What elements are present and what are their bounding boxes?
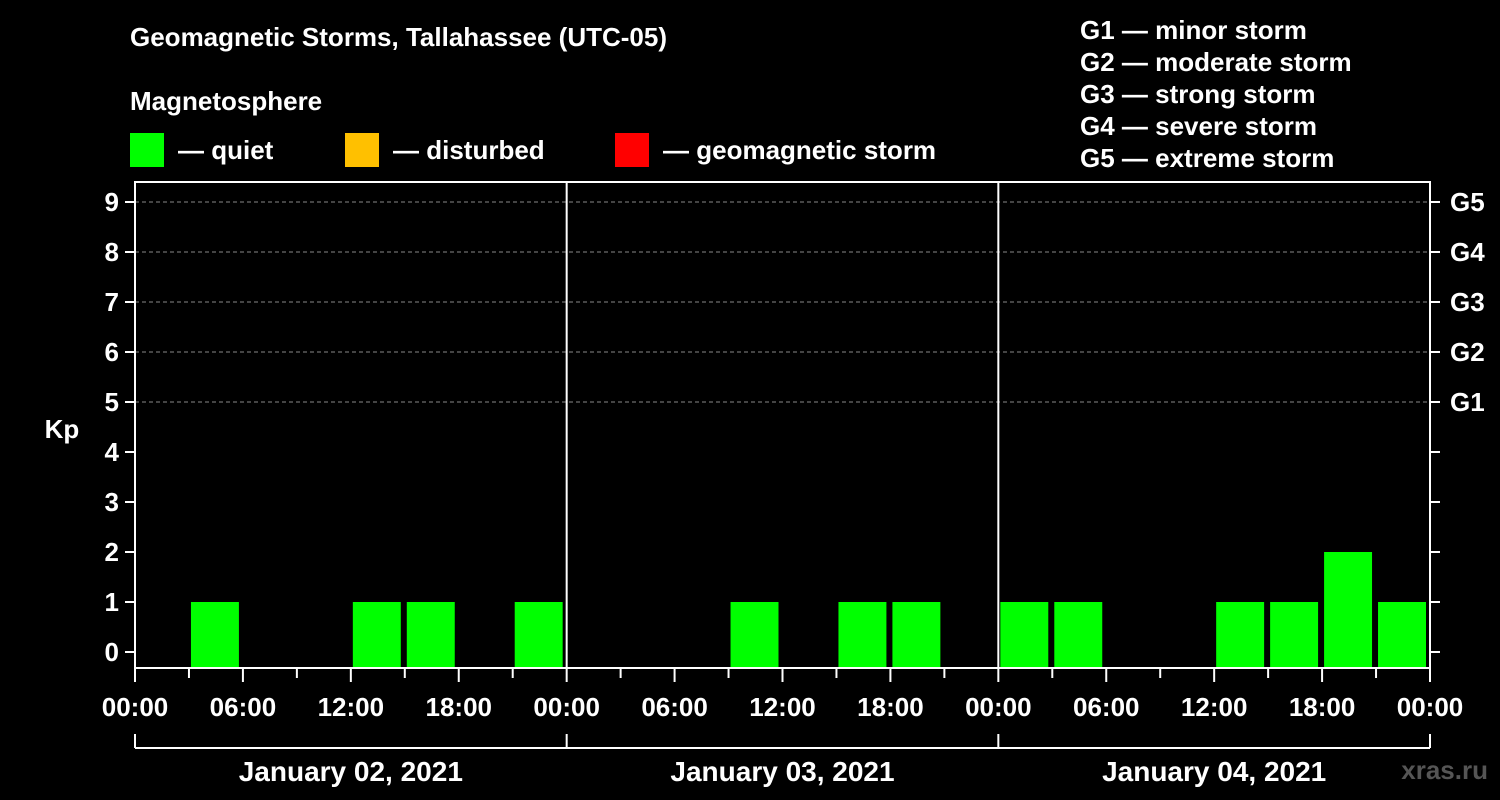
kp-bar <box>190 602 239 668</box>
legend-swatch-quiet <box>130 133 164 167</box>
g-axis-label: G1 <box>1450 387 1485 417</box>
x-tick-label: 00:00 <box>1397 692 1464 722</box>
legend-label-storm: — geomagnetic storm <box>663 134 937 165</box>
kp-bar <box>730 602 779 668</box>
y-tick-label: 5 <box>105 387 119 417</box>
x-tick-label: 18:00 <box>1289 692 1356 722</box>
legend-swatch-storm <box>615 133 649 167</box>
kp-bar <box>1000 602 1049 668</box>
kp-bar <box>1378 602 1426 668</box>
x-tick-label: 18:00 <box>426 692 493 722</box>
g-level-g2: G2 — moderate storm <box>1080 47 1352 77</box>
day-label: January 03, 2021 <box>670 756 894 787</box>
kp-bar <box>1216 602 1265 668</box>
g-axis-label: G5 <box>1450 187 1485 217</box>
y-tick-label: 8 <box>105 237 119 267</box>
x-tick-label: 18:00 <box>857 692 924 722</box>
watermark: xras.ru <box>1401 755 1488 785</box>
y-axis-label: Kp <box>45 414 80 444</box>
g-level-g3: G3 — strong storm <box>1080 79 1316 109</box>
day-label: January 04, 2021 <box>1102 756 1326 787</box>
plot-frame <box>134 181 1431 669</box>
legend-quiet: — quiet <box>130 133 273 167</box>
y-tick-label: 0 <box>105 637 119 667</box>
x-tick-label: 12:00 <box>749 692 816 722</box>
y-tick-label: 9 <box>105 187 119 217</box>
x-tick-label: 12:00 <box>318 692 385 722</box>
kp-bar <box>892 602 941 668</box>
legend-label-disturbed: — disturbed <box>393 134 545 165</box>
kp-bar <box>1324 552 1373 668</box>
x-tick-label: 00:00 <box>965 692 1032 722</box>
g-axis-label: G4 <box>1450 237 1485 267</box>
x-tick-label: 00:00 <box>533 692 600 722</box>
g-level-g4: G4 — severe storm <box>1080 111 1318 141</box>
day-label: January 02, 2021 <box>239 756 463 787</box>
x-tick-label: 06:00 <box>641 692 708 722</box>
g-level-legend: G1 — minor storm G2 — moderate storm G3 … <box>1080 14 1352 174</box>
g-level-g1: G1 — minor storm <box>1080 15 1307 45</box>
kp-bar <box>352 602 401 668</box>
x-tick-label: 12:00 <box>1181 692 1248 722</box>
y-tick-label: 2 <box>105 537 119 567</box>
g-axis-label: G2 <box>1450 337 1485 367</box>
chart-subtitle: Magnetosphere <box>130 86 323 116</box>
chart-title: Geomagnetic Storms, Tallahassee (UTC-05) <box>130 22 668 52</box>
legend-disturbed: — disturbed <box>345 133 545 167</box>
g-level-g5: G5 — extreme storm <box>1080 143 1335 173</box>
y-tick-label: 3 <box>105 487 119 517</box>
x-tick-label: 06:00 <box>1073 692 1140 722</box>
legend-storm: — geomagnetic storm <box>615 133 936 167</box>
x-tick-label: 00:00 <box>102 692 169 722</box>
x-tick-label: 06:00 <box>210 692 277 722</box>
y-tick-label: 4 <box>105 437 120 467</box>
kp-bar <box>1270 602 1319 668</box>
kp-bar <box>838 602 887 668</box>
y-tick-label: 7 <box>105 287 119 317</box>
kp-bar <box>1054 602 1103 668</box>
legend-label-quiet: — quiet <box>178 134 274 165</box>
kp-bar <box>514 602 563 668</box>
legend-swatch-disturbed <box>345 133 379 167</box>
y-tick-label: 1 <box>105 587 119 617</box>
y-tick-label: 6 <box>105 337 119 367</box>
kp-bar <box>406 602 455 668</box>
g-axis-label: G3 <box>1450 287 1485 317</box>
